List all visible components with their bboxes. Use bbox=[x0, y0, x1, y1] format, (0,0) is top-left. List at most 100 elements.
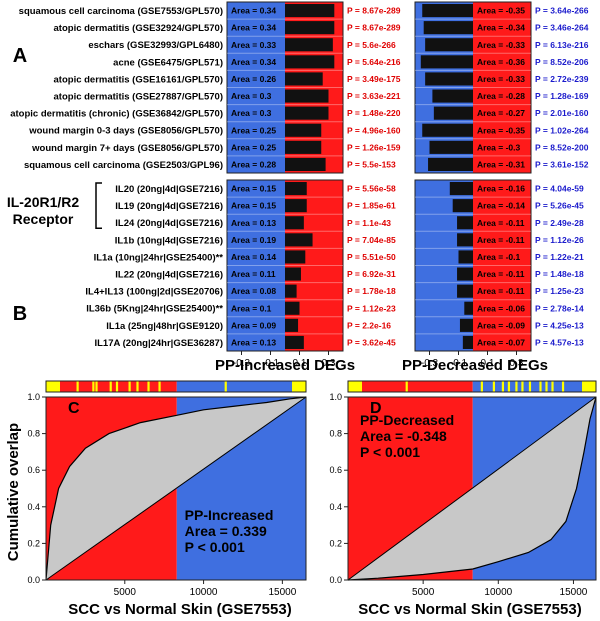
x-tick-label: 10000 bbox=[484, 587, 512, 598]
strip-mark bbox=[136, 381, 139, 392]
y-tick-label: 1.0 bbox=[329, 392, 342, 402]
bar bbox=[285, 4, 335, 18]
group-bracket bbox=[95, 182, 102, 230]
p-value-label: P = 5.51e-50 bbox=[347, 252, 396, 262]
strip-mark bbox=[224, 381, 227, 392]
strip-cap-right bbox=[582, 381, 596, 392]
x-tick-label: 10000 bbox=[190, 587, 218, 598]
area-label: Area = -0.16 bbox=[477, 184, 525, 194]
bar bbox=[285, 182, 307, 196]
strip-mark bbox=[158, 381, 161, 392]
y-tick-label: 0.8 bbox=[329, 429, 342, 439]
p-value-label: P = 5.6e-266 bbox=[347, 40, 396, 50]
bar bbox=[285, 199, 307, 213]
p-value-label: P = 1.25e-23 bbox=[535, 286, 584, 296]
area-label: Area = 0.33 bbox=[231, 40, 276, 50]
strip-mark bbox=[480, 381, 483, 392]
x-tick-label: 0.3 bbox=[322, 358, 336, 369]
p-value-label: P = 8.52e-200 bbox=[535, 142, 589, 152]
group-label-line1: IL-20R1/R2 bbox=[7, 194, 80, 210]
strip-frame bbox=[45, 380, 307, 393]
strip-mark bbox=[521, 381, 524, 392]
area-label: Area = -0.11 bbox=[477, 269, 525, 279]
p-value-label: P = 4.04e-59 bbox=[535, 184, 584, 194]
row-label: IL17A (20ng|24hr|GSE36287) bbox=[94, 338, 223, 349]
y-tick-label: 0.8 bbox=[27, 429, 40, 439]
p-value-label: P = 8.67e-289 bbox=[347, 6, 401, 16]
row-label: acne (GSE6475/GPL571) bbox=[113, 57, 223, 68]
row-label: IL19 (20ng|4d|GSE7216) bbox=[115, 201, 223, 212]
y-tick-label: 1.0 bbox=[27, 392, 40, 402]
y-tick-label: 0.0 bbox=[27, 575, 40, 585]
row-label: IL20 (20ng|4d|GSE7216) bbox=[115, 184, 223, 195]
panel-frame bbox=[226, 1, 344, 174]
y-tick-label: 0.2 bbox=[329, 538, 342, 548]
strip-mark bbox=[92, 381, 95, 392]
y-tick-label: 0.4 bbox=[27, 502, 40, 512]
bar bbox=[433, 106, 473, 120]
row-label: IL36b (5Kng|24hr|GSE25400)** bbox=[86, 304, 223, 315]
area-label: Area = -0.09 bbox=[477, 320, 525, 330]
p-value-label: P = 5.64e-216 bbox=[347, 57, 401, 67]
bar bbox=[285, 335, 304, 349]
p-value-label: P = 3.64e-266 bbox=[535, 6, 589, 16]
area-label: Area = 0.13 bbox=[231, 218, 276, 228]
row-labels: squamous cell carcinoma (GSE7553/GPL570)… bbox=[10, 6, 223, 349]
bar bbox=[285, 284, 297, 298]
annotation-line: Area = -0.348 bbox=[360, 428, 447, 444]
bar bbox=[457, 267, 473, 281]
area-label: Area = 0.34 bbox=[231, 23, 276, 33]
bar bbox=[449, 182, 473, 196]
bar bbox=[285, 233, 313, 247]
area-label: Area = 0.09 bbox=[231, 320, 276, 330]
diagonal-reference bbox=[347, 396, 597, 581]
annotation-line: PP-Decreased bbox=[360, 412, 454, 428]
strip-mark bbox=[551, 381, 554, 392]
bar bbox=[429, 140, 473, 154]
bar bbox=[285, 72, 323, 86]
p-value-label: P = 6.92e-31 bbox=[347, 269, 396, 279]
bar bbox=[285, 106, 329, 120]
bar bbox=[285, 250, 306, 264]
strip-mark bbox=[95, 381, 98, 392]
strip-left bbox=[348, 381, 473, 392]
x-tick-label: -0.3 bbox=[421, 358, 439, 369]
strip-mark bbox=[109, 381, 112, 392]
bar bbox=[285, 267, 301, 281]
row-label: IL4+IL13 (100ng|2d|GSE20706) bbox=[85, 287, 223, 298]
bar bbox=[285, 55, 335, 69]
area-label: Area = 0.3 bbox=[231, 91, 272, 101]
decreased-degs-panel: Area = -0.35 P = 3.64e-266 Area = -0.34 P =… bbox=[414, 1, 589, 369]
row-label: atopic dermatitis (GSE32924/GPL570) bbox=[54, 23, 223, 34]
bar bbox=[425, 38, 473, 52]
background-positive bbox=[473, 2, 531, 173]
strip-mark bbox=[147, 381, 150, 392]
p-value-label: P = 3.63e-221 bbox=[347, 91, 401, 101]
panel-frame bbox=[414, 1, 532, 174]
bar bbox=[432, 89, 473, 103]
row-label: eschars (GSE32993/GPL6480) bbox=[88, 40, 223, 51]
area-label: Area = -0.35 bbox=[477, 125, 525, 135]
bar bbox=[452, 199, 473, 213]
annotation-line: Area = 0.339 bbox=[185, 523, 267, 539]
cumulative-panel-d: 0.0 0.2 0.4 0.6 0.8 1.0 5000 10000 15000 DPP-Decr… bbox=[329, 380, 597, 598]
y-tick-label: 0.2 bbox=[27, 538, 40, 548]
p-value-label: P = 1.48e-220 bbox=[347, 108, 401, 118]
annotation-line: P < 0.001 bbox=[360, 444, 420, 460]
row-label: IL1a (25ng|48hr|GSE9120) bbox=[106, 321, 223, 332]
p-value-label: P = 2.72e-239 bbox=[535, 74, 589, 84]
annotation-line: PP-Increased bbox=[185, 507, 274, 523]
p-value-label: P = 1.48e-18 bbox=[535, 269, 584, 279]
area-label: Area = 0.15 bbox=[231, 184, 276, 194]
background-negative bbox=[227, 180, 285, 351]
area-label: Area = 0.26 bbox=[231, 74, 276, 84]
bar bbox=[423, 21, 473, 35]
x-tick-label: 15000 bbox=[560, 587, 588, 598]
plot-frame bbox=[347, 396, 597, 581]
p-value-label: P = 1.26e-159 bbox=[347, 142, 401, 152]
bar bbox=[420, 55, 473, 69]
area-label: Area = -0.31 bbox=[477, 160, 525, 170]
bar bbox=[428, 157, 473, 171]
p-value-label: P = 1.1e-43 bbox=[347, 218, 391, 228]
p-value-label: P = 3.61e-152 bbox=[535, 160, 589, 170]
